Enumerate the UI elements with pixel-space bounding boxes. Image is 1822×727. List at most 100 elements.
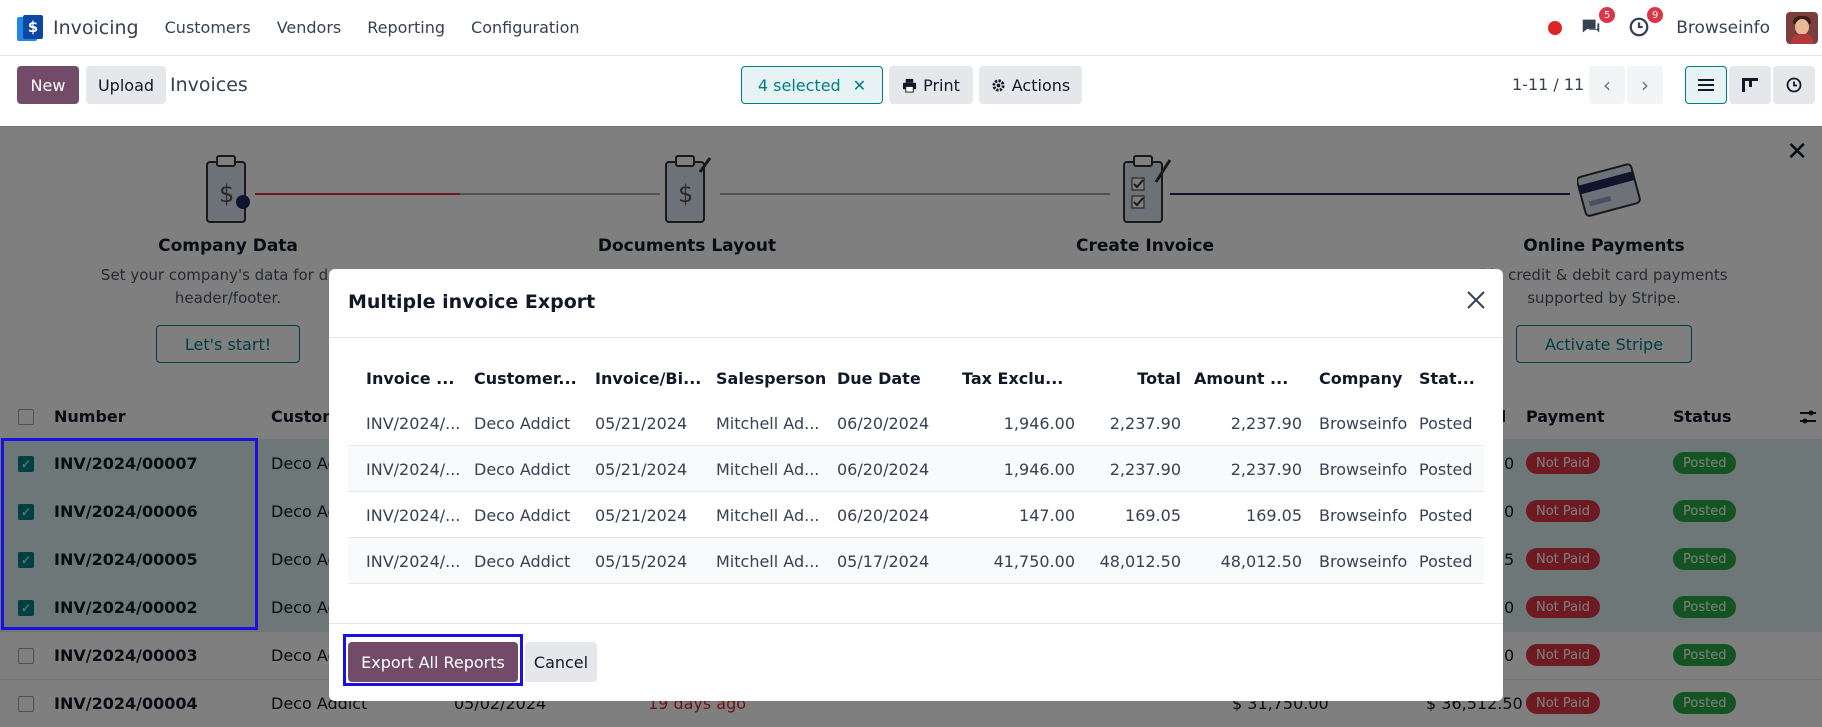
- chat-icon: [1582, 19, 1600, 33]
- list-view-button[interactable]: [1685, 66, 1727, 104]
- cell-invoice: INV/2024/...: [366, 552, 461, 571]
- col-status[interactable]: Stat...: [1419, 369, 1475, 388]
- cell-salesperson: Mitchell Ad...: [716, 552, 820, 571]
- col-due-date[interactable]: Due Date: [837, 369, 921, 388]
- upload-button[interactable]: Upload: [86, 66, 166, 104]
- export-all-reports-button[interactable]: Export All Reports: [348, 642, 518, 682]
- cell-invoice: INV/2024/...: [366, 460, 461, 479]
- clear-selection-icon[interactable]: ✕: [852, 75, 867, 95]
- selected-count: 4 selected: [757, 75, 841, 95]
- cell-company: Browseinfo: [1319, 506, 1408, 525]
- selection-indicator: 4 selected ✕: [741, 66, 883, 104]
- cell-amount-due: 169.05: [1246, 506, 1302, 525]
- menu-configuration[interactable]: Configuration: [471, 18, 580, 37]
- pager-previous-button[interactable]: ‹: [1589, 66, 1625, 104]
- cell-amount-due: 48,012.50: [1220, 552, 1302, 571]
- chevron-left-icon: ‹: [1603, 73, 1611, 97]
- export-table-header: Invoice ... Customer... Invoice/Bi... Sa…: [348, 369, 1484, 395]
- col-salesperson[interactable]: Salesperson: [716, 369, 827, 388]
- chevron-right-icon: ›: [1641, 73, 1649, 97]
- menu-reporting[interactable]: Reporting: [367, 18, 446, 37]
- new-button[interactable]: New: [17, 66, 79, 104]
- cell-customer: Deco Addict: [474, 506, 571, 525]
- cell-total: 169.05: [1125, 506, 1181, 525]
- menu-customers[interactable]: Customers: [164, 18, 251, 37]
- cell-customer: Deco Addict: [474, 414, 571, 433]
- table-row[interactable]: INV/2024/... Deco Addict 05/21/2024 Mitc…: [348, 492, 1484, 538]
- cell-due-date: 06/20/2024: [837, 460, 930, 479]
- kanban-view-button[interactable]: [1729, 66, 1771, 104]
- cell-tax-excluded: 1,946.00: [1003, 414, 1075, 433]
- gear-icon: [992, 78, 1005, 92]
- cell-due-date: 06/20/2024: [837, 414, 930, 433]
- cell-company: Browseinfo: [1319, 414, 1408, 433]
- cell-tax-excluded: 1,946.00: [1003, 460, 1075, 479]
- kanban-icon: [1742, 78, 1758, 92]
- table-row[interactable]: INV/2024/... Deco Addict 05/21/2024 Mitc…: [348, 400, 1484, 446]
- table-row[interactable]: INV/2024/... Deco Addict 05/21/2024 Mitc…: [348, 446, 1484, 492]
- cell-invoice-date: 05/21/2024: [595, 506, 688, 525]
- export-dialog: Multiple invoice Export Invoice ... Cust…: [329, 269, 1503, 701]
- divider: [329, 337, 1503, 338]
- cancel-button[interactable]: Cancel: [525, 642, 597, 682]
- pager-next-button[interactable]: ›: [1627, 66, 1663, 104]
- cell-amount-due: 2,237.90: [1230, 460, 1302, 479]
- company-switcher[interactable]: Browseinfo: [1676, 18, 1770, 38]
- cell-invoice: INV/2024/...: [366, 506, 461, 525]
- invoicing-app-icon[interactable]: $: [17, 14, 43, 41]
- cell-company: Browseinfo: [1319, 460, 1408, 479]
- actions-label: Actions: [1011, 75, 1071, 95]
- cell-invoice-date: 05/15/2024: [595, 552, 688, 571]
- cell-tax-excluded: 147.00: [1019, 506, 1075, 525]
- cell-total: 2,237.90: [1109, 460, 1181, 479]
- app-name[interactable]: Invoicing: [53, 16, 139, 39]
- cell-total: 2,237.90: [1109, 414, 1181, 433]
- cell-customer: Deco Addict: [474, 460, 571, 479]
- page-title: Invoices: [170, 74, 248, 96]
- dialog-title: Multiple invoice Export: [348, 291, 596, 313]
- recording-indicator-icon[interactable]: [1548, 21, 1563, 35]
- cell-status: Posted: [1419, 414, 1473, 433]
- cell-company: Browseinfo: [1319, 552, 1408, 571]
- col-total[interactable]: Total: [1137, 369, 1181, 388]
- top-navbar: $ Invoicing Customers Vendors Reporting …: [0, 0, 1822, 56]
- clock-icon: [1786, 77, 1802, 93]
- cell-due-date: 06/20/2024: [837, 506, 930, 525]
- cell-salesperson: Mitchell Ad...: [716, 460, 820, 479]
- divider: [329, 623, 1503, 624]
- print-button[interactable]: Print: [889, 66, 973, 104]
- cell-tax-excluded: 41,750.00: [993, 552, 1075, 571]
- messages-button[interactable]: 5: [1580, 7, 1616, 40]
- cell-amount-due: 2,237.90: [1230, 414, 1302, 433]
- table-row[interactable]: INV/2024/... Deco Addict 05/15/2024 Mitc…: [348, 538, 1484, 584]
- cell-status: Posted: [1419, 460, 1473, 479]
- actions-button[interactable]: Actions: [979, 66, 1082, 104]
- col-invoice[interactable]: Invoice ...: [366, 369, 455, 388]
- col-customer[interactable]: Customer...: [474, 369, 577, 388]
- col-invoice-date[interactable]: Invoice/Bi...: [595, 369, 702, 388]
- messages-count-badge: 5: [1599, 7, 1616, 23]
- cell-invoice-date: 05/21/2024: [595, 414, 688, 433]
- cell-customer: Deco Addict: [474, 552, 571, 571]
- control-panel: New Upload Invoices 4 selected ✕ Print A…: [0, 56, 1822, 126]
- activity-view-button[interactable]: [1773, 66, 1815, 104]
- activities-button[interactable]: 9: [1628, 7, 1664, 40]
- col-company[interactable]: Company: [1319, 369, 1403, 388]
- printer-icon: [903, 78, 917, 93]
- activities-count-badge: 9: [1647, 7, 1664, 23]
- cell-salesperson: Mitchell Ad...: [716, 414, 820, 433]
- col-amount-due[interactable]: Amount ...: [1194, 369, 1289, 388]
- col-tax-excluded[interactable]: Tax Exclu...: [962, 369, 1064, 388]
- cell-invoice-date: 05/21/2024: [595, 460, 688, 479]
- cell-total: 48,012.50: [1099, 552, 1181, 571]
- menu-vendors[interactable]: Vendors: [276, 18, 342, 37]
- close-icon[interactable]: [1463, 287, 1489, 313]
- user-avatar[interactable]: [1786, 12, 1818, 44]
- cell-status: Posted: [1419, 506, 1473, 525]
- pager-value[interactable]: 1-11 / 11: [1512, 75, 1585, 94]
- cell-status: Posted: [1419, 552, 1473, 571]
- list-icon: [1698, 79, 1714, 91]
- cell-due-date: 05/17/2024: [837, 552, 930, 571]
- clock-icon: [1629, 17, 1649, 37]
- cell-salesperson: Mitchell Ad...: [716, 506, 820, 525]
